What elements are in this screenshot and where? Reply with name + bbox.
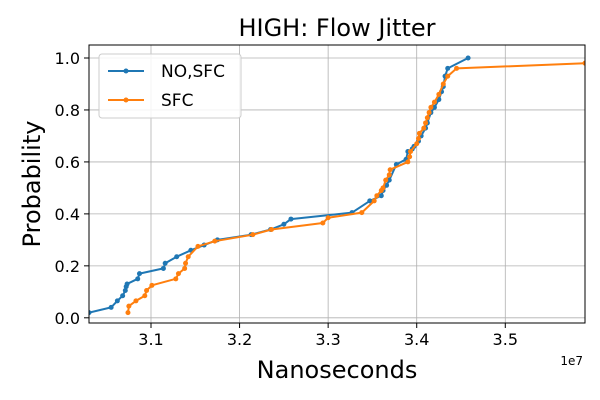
data-point-sfc — [436, 91, 442, 97]
x-tick-label: 3.5 — [493, 330, 518, 349]
data-point-no-sfc — [367, 198, 373, 204]
data-point-sfc — [142, 293, 148, 299]
data-point-sfc — [126, 303, 132, 309]
data-point-sfc — [173, 276, 179, 282]
y-axis-label: Probability — [18, 121, 46, 248]
data-point-sfc — [250, 232, 256, 238]
data-point-sfc — [426, 110, 432, 116]
data-point-no-sfc — [114, 298, 120, 304]
data-point-sfc — [195, 243, 201, 249]
data-point-sfc — [423, 120, 429, 126]
series-sfc — [125, 60, 585, 316]
data-point-no-sfc — [174, 254, 180, 260]
data-point-no-sfc — [136, 271, 142, 277]
data-point-sfc — [421, 125, 427, 131]
data-point-sfc — [431, 99, 437, 105]
x-tick-label: 3.4 — [404, 330, 429, 349]
data-point-sfc — [212, 238, 218, 244]
data-point-sfc — [415, 136, 421, 142]
data-point-sfc — [183, 260, 189, 266]
data-point-sfc — [387, 167, 393, 173]
data-point-sfc — [424, 115, 430, 121]
data-point-sfc — [416, 130, 422, 136]
data-point-no-sfc — [124, 281, 130, 287]
y-tick-label: 1.0 — [55, 49, 80, 68]
y-tick-label: 0.0 — [55, 309, 80, 328]
data-point-no-sfc — [89, 310, 92, 316]
data-point-sfc — [149, 282, 155, 288]
data-point-sfc — [582, 60, 585, 66]
data-point-sfc — [414, 141, 420, 147]
data-point-no-sfc — [281, 221, 287, 227]
y-tick-label: 0.6 — [55, 153, 80, 172]
data-point-sfc — [144, 288, 150, 294]
data-point-no-sfc — [162, 260, 168, 266]
data-point-no-sfc — [120, 293, 126, 299]
data-point-no-sfc — [288, 216, 294, 222]
data-point-sfc — [133, 298, 139, 304]
data-point-no-sfc — [386, 177, 392, 183]
data-point-no-sfc — [160, 265, 166, 271]
data-point-sfc — [325, 215, 331, 221]
data-point-sfc — [374, 193, 380, 199]
data-point-sfc — [408, 149, 414, 155]
data-point-no-sfc — [465, 55, 471, 61]
data-point-sfc — [175, 271, 181, 277]
data-point-sfc — [359, 210, 365, 216]
grid — [89, 45, 585, 323]
legend: NO,SFC SFC — [98, 53, 242, 119]
plot-frame — [88, 44, 586, 324]
series-group — [89, 55, 585, 316]
x-tick-label: 3.3 — [315, 330, 340, 349]
legend-marker-no-sfc — [123, 68, 129, 74]
data-point-no-sfc — [108, 304, 114, 310]
legend-marker-sfc — [123, 97, 129, 103]
data-point-sfc — [386, 172, 392, 178]
data-point-sfc — [454, 65, 460, 71]
y-tick-label: 0.4 — [55, 205, 80, 224]
x-tick-label: 3.2 — [227, 330, 252, 349]
y-tick-label: 0.8 — [55, 101, 80, 120]
x-tick-label: 3.1 — [138, 330, 163, 349]
data-point-sfc — [383, 177, 389, 183]
data-point-sfc — [371, 198, 377, 204]
data-point-no-sfc — [135, 276, 141, 282]
data-point-sfc — [268, 226, 274, 232]
data-point-sfc — [405, 159, 411, 165]
data-point-sfc — [185, 254, 191, 260]
data-point-sfc — [380, 185, 386, 191]
data-point-sfc — [320, 220, 326, 226]
y-tick-label: 0.2 — [55, 257, 80, 276]
data-point-sfc — [445, 73, 451, 79]
data-point-no-sfc — [431, 104, 437, 110]
data-point-sfc — [440, 81, 446, 87]
ticks: 3.1 3.2 3.3 3.4 3.5 0.0 0.2 0.4 0.6 0.8 1.0 — [55, 49, 518, 349]
data-point-no-sfc — [378, 193, 384, 199]
x-axis-label: Nanoseconds — [257, 356, 418, 384]
legend-label-sfc: SFC — [161, 91, 193, 111]
data-point-sfc — [428, 104, 434, 110]
data-point-no-sfc — [445, 65, 451, 71]
data-point-sfc — [125, 310, 131, 316]
legend-label-no-sfc: NO,SFC — [161, 62, 225, 82]
data-point-sfc — [407, 154, 413, 160]
data-point-sfc — [182, 265, 188, 271]
data-point-no-sfc — [122, 288, 128, 294]
x-offset-label: 1e7 — [560, 354, 583, 368]
chart-title: HIGH: Flow Jitter — [238, 14, 435, 42]
